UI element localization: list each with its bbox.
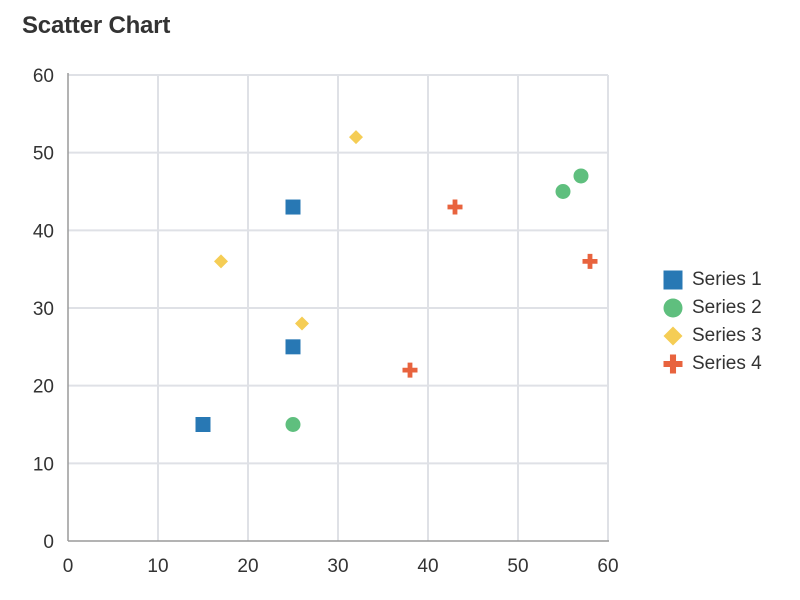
y-tick-label: 20: [33, 377, 54, 398]
data-points: [195, 130, 598, 432]
legend-marker-square-icon: [662, 269, 684, 291]
series-point-plus: [402, 362, 418, 378]
series-point-diamond: [214, 254, 228, 269]
series-point-square: [285, 339, 301, 355]
series-point-diamond: [295, 316, 309, 331]
legend-label: Series 4: [692, 353, 762, 374]
series-point-circle: [573, 168, 589, 184]
x-tick-label: 60: [597, 556, 618, 577]
x-tick-label: 0: [63, 556, 74, 577]
x-tick-label: 50: [507, 556, 528, 577]
x-tick-label: 20: [237, 556, 258, 577]
chart-title: Scatter Chart: [22, 12, 171, 39]
legend-item[interactable]: Series 3: [662, 322, 762, 350]
series-point-circle: [663, 298, 683, 318]
legend-item[interactable]: Series 2: [662, 294, 762, 322]
legend-label: Series 2: [692, 297, 762, 318]
y-tick-label: 40: [33, 221, 54, 242]
legend-marker-circle-icon: [662, 297, 684, 319]
legend-item[interactable]: Series 1: [662, 266, 762, 294]
x-tick-label: 40: [417, 556, 438, 577]
chart-legend: Series 1 Series 2 Series 3 Series 4: [662, 266, 762, 378]
x-tick-label: 10: [147, 556, 168, 577]
y-tick-label: 10: [33, 454, 54, 475]
series-point-plus: [447, 199, 463, 215]
series-point-square: [285, 199, 301, 215]
legend-label: Series 1: [692, 269, 762, 290]
series-point-plus: [582, 253, 598, 269]
y-tick-label: 60: [33, 66, 54, 87]
series-point-circle: [555, 184, 571, 199]
legend-marker-plus-icon: [662, 353, 684, 375]
gridlines: [68, 74, 609, 541]
legend-marker-diamond-icon: [662, 325, 684, 347]
y-tick-label: 0: [43, 532, 54, 553]
series-point-plus: [663, 354, 683, 374]
series-point-circle: [285, 417, 301, 432]
y-tick-label: 50: [33, 144, 54, 165]
legend-label: Series 3: [692, 325, 762, 346]
series-point-square: [663, 270, 683, 290]
y-tick-label: 30: [33, 299, 54, 320]
series-point-square: [195, 417, 211, 432]
series-point-diamond: [663, 326, 683, 346]
series-point-diamond: [349, 130, 363, 145]
x-tick-label: 30: [327, 556, 348, 577]
legend-item[interactable]: Series 4: [662, 350, 762, 378]
